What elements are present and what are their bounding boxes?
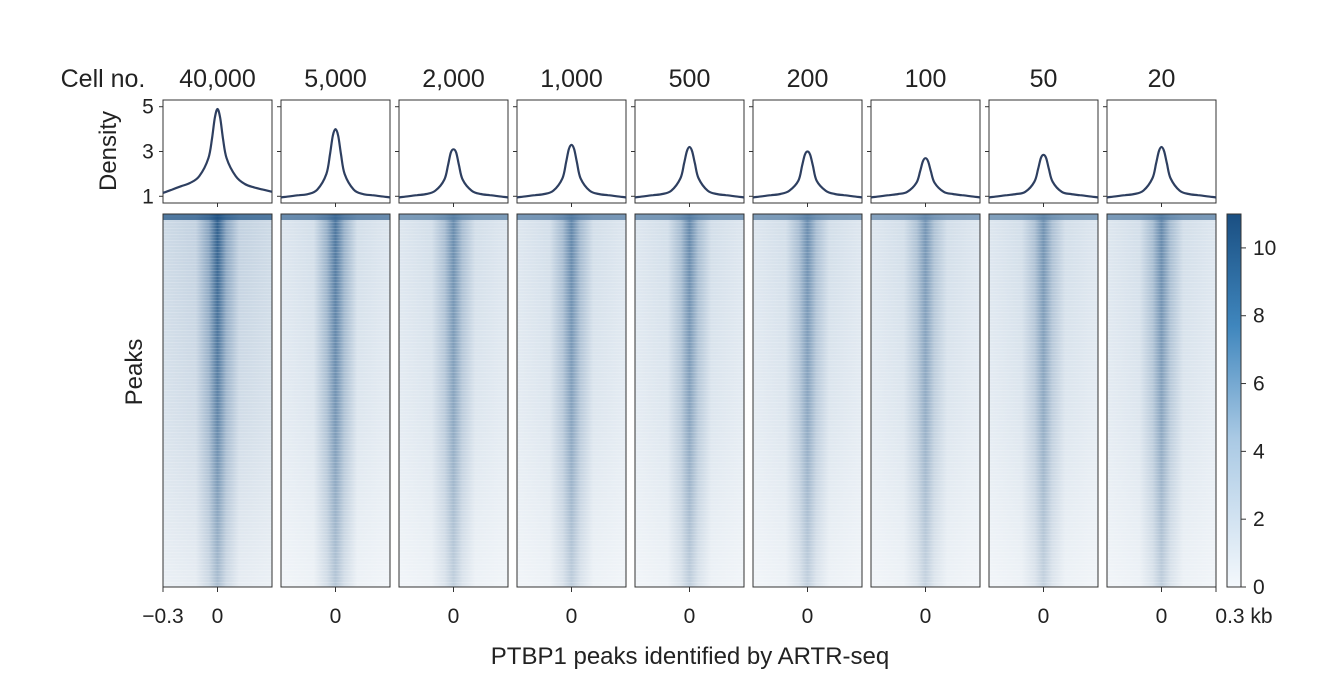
heatmap-fade: [1107, 214, 1216, 587]
heatmap-top-band: [163, 214, 272, 220]
panel-label: 20: [1148, 65, 1176, 93]
density-frame: [1106, 99, 1217, 204]
density-curve: [398, 148, 509, 199]
colorbar-tick-label: 8: [1253, 305, 1265, 328]
density-curve: [634, 145, 745, 199]
colorbar-tick-label: 4: [1253, 440, 1265, 463]
heatmap-top-band: [1107, 214, 1216, 220]
panel-40000: 40,000 −0.3 0: [142, 65, 273, 628]
panel-label: 5,000: [304, 65, 367, 93]
heatmap-fade: [163, 214, 272, 587]
panel-label: 500: [669, 65, 711, 93]
x-tick-label: 0: [802, 605, 814, 628]
density-curve: [752, 150, 863, 199]
heatmap-top-band: [753, 214, 862, 220]
density-curve: [162, 107, 273, 194]
x-tick-label: 0: [448, 605, 460, 628]
heatmap-top-band: [635, 214, 744, 220]
density-curve: [870, 157, 981, 199]
density-curve: [988, 153, 1099, 199]
heatmap-top-band: [281, 214, 390, 220]
panel-100: 100 0: [867, 65, 981, 628]
x-axis-label: PTBP1 peaks identified by ARTR-seq: [491, 643, 889, 670]
panel-label: 2,000: [422, 65, 485, 93]
density-axis-label: Density: [95, 111, 122, 191]
heatmap-fade: [753, 214, 862, 587]
panel-label: 100: [905, 65, 947, 93]
heatmap-top-band: [399, 214, 508, 220]
heatmap-fade: [281, 214, 390, 587]
panel-label: 200: [787, 65, 829, 93]
x-tick-label: 0: [1156, 605, 1168, 628]
colorbar-bar: [1226, 213, 1242, 588]
colorbar-tick-label: 10: [1253, 237, 1276, 260]
colorbar-tick-label: 2: [1253, 508, 1265, 531]
x-tick-label: 0: [1038, 605, 1050, 628]
x-tick-label: 0: [684, 605, 696, 628]
x-tick-label: 0: [212, 605, 224, 628]
x-tick-label: 0: [920, 605, 932, 628]
density-curve: [516, 143, 627, 199]
x-tick-label: −0.3: [142, 605, 183, 628]
panel-label: 1,000: [540, 65, 603, 93]
density-frame: [988, 99, 1099, 204]
x-tick-label: 0: [330, 605, 342, 628]
colorbar-tick-label: 6: [1253, 373, 1265, 396]
density-ytick-label: 3: [142, 141, 154, 164]
heatmap-top-band: [989, 214, 1098, 220]
header-label: Cell no.: [61, 65, 146, 93]
density-ytick-label: 1: [142, 185, 154, 208]
heatmap-top-band: [871, 214, 980, 220]
panel-500: 500 0: [631, 65, 745, 628]
density-curve: [1106, 145, 1217, 199]
panel-20: 200 0.3 kb: [1103, 65, 1273, 628]
density-frame: [516, 99, 627, 204]
panel-1000: 1,000 0: [513, 65, 627, 628]
density-frame: [634, 99, 745, 204]
colorbar: 0 2 4 6 8 10: [1226, 213, 1276, 599]
panel-50: 50 0: [985, 65, 1099, 628]
density-ytick-label: 5: [142, 96, 154, 119]
panel-5000: 5,000 0: [277, 65, 391, 628]
heatmap-top-band: [517, 214, 626, 220]
heatmap-fade: [989, 214, 1098, 587]
colorbar-tick-label: 0: [1253, 576, 1265, 599]
panels: 40,000−0.3 05,00002,00001,000050002000100…: [142, 65, 1272, 628]
x-tick-label: 0: [566, 605, 578, 628]
panel-2000: 2,000 0: [395, 65, 509, 628]
density-frame: [398, 99, 509, 204]
peaks-axis-label: Peaks: [121, 339, 148, 406]
density-curve: [280, 127, 391, 199]
panel-label: 40,000: [179, 65, 255, 93]
heatmap-fade: [399, 214, 508, 587]
x-tick-label: 0.3 kb: [1215, 605, 1272, 628]
density-frame: [870, 99, 981, 204]
panel-label: 50: [1030, 65, 1058, 93]
heatmap-fade: [635, 214, 744, 587]
heatmap-fade: [871, 214, 980, 587]
heatmap-fade: [517, 214, 626, 587]
density-frame: [280, 99, 391, 204]
